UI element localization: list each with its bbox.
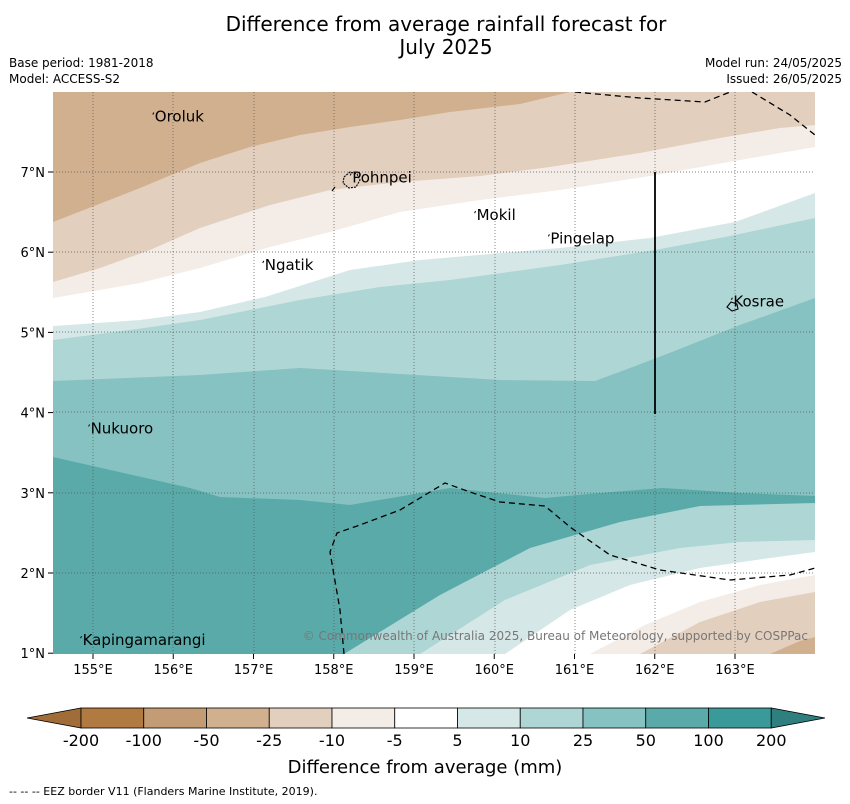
copyright-notice: © Commonwealth of Australia 2025, Bureau… [303, 629, 808, 643]
colorbar-segment [331, 707, 396, 729]
colorbar-segment [143, 707, 207, 729]
colorbar-tick-label: 5 [452, 731, 462, 750]
colorbar: -200 -100 -50 -25 -10 -5 5 10 25 50 100 200 [26, 707, 826, 750]
colorbar-segment [582, 707, 647, 729]
islands [331, 171, 739, 312]
colorbar-tick-label: 200 [756, 731, 787, 750]
model-text: Model: ACCESS-S2 [9, 72, 121, 86]
island-marker [730, 297, 733, 300]
lat-tick-label: 2°N [21, 567, 46, 582]
south-band-minus50-minus25 [770, 637, 815, 654]
colorbar-segment [268, 707, 333, 729]
island-marker [88, 424, 91, 427]
colorbar-segment [519, 707, 584, 729]
colorbar-segment [394, 707, 458, 729]
eez-footnote: -- -- -- EEZ border V11 (Flanders Marine… [9, 785, 318, 798]
map-title: Difference from average rainfall forecas… [0, 13, 850, 59]
colorbar-tick-label: -50 [193, 731, 219, 750]
island-marker [262, 260, 265, 264]
place-label: Oroluk [155, 107, 204, 125]
colorbar-tick-label: 100 [693, 731, 724, 750]
place-ngatik: Ngatik [262, 256, 314, 274]
title-line-1: Difference from average rainfall forecas… [225, 12, 667, 36]
longitude-axis: 155°E 156°E 157°E 158°E 159°E 160°E 161°E 162°E… [73, 654, 755, 678]
place-pohnpei: Pohnpei [349, 168, 412, 186]
lon-tick-label: 160°E [474, 663, 514, 678]
lat-tick-label: 6°N [21, 246, 46, 261]
colorbar-tick-label: -5 [387, 731, 403, 750]
place-labels: Oroluk Pohnpei Mokil Pingelap Ngatik Kosrae Nu… [80, 107, 784, 649]
colorbar-segment [80, 707, 145, 729]
title-line-2: July 2025 [399, 35, 493, 59]
colorbar-tick-label: -25 [256, 731, 282, 750]
rainfall-anomaly-field [53, 92, 815, 654]
place-label: Ngatik [265, 256, 314, 274]
colorbar-extend-low [26, 707, 82, 729]
colorbar-segment [206, 707, 270, 729]
island-marker [152, 112, 155, 115]
pohnpei-reef-mark [331, 186, 336, 192]
base-period-text: Base period: 1981-2018 [9, 56, 154, 70]
place-nukuoro: Nukuoro [88, 419, 154, 437]
model-info: Base period: 1981-2018 Model: ACCESS-S2 [9, 55, 154, 87]
colorbar-segment [708, 707, 772, 729]
lon-tick-label: 163°E [715, 663, 755, 678]
colorbar-tick-label: 25 [573, 731, 593, 750]
place-label: Kapingamarangi [83, 631, 206, 649]
lat-tick-label: 4°N [21, 407, 46, 422]
colorbar-tick-label: 50 [636, 731, 656, 750]
colorbar-tick-label: 10 [510, 731, 530, 750]
island-marker [80, 635, 83, 639]
lon-tick-label: 155°E [73, 663, 113, 678]
model-run-text: Model run: 24/05/2025 [704, 56, 842, 70]
place-pingelap: Pingelap [547, 229, 614, 247]
colorbar-tick-label: -10 [319, 731, 345, 750]
place-label: Pingelap [550, 229, 614, 247]
colorbar-segment [645, 707, 709, 729]
lon-tick-label: 162°E [635, 663, 675, 678]
graticule [53, 92, 815, 654]
colorbar-segment [457, 707, 521, 729]
place-label: Nukuoro [91, 419, 154, 437]
island-marker [349, 173, 352, 176]
place-mokil: Mokil [474, 206, 516, 224]
lon-tick-label: 161°E [555, 663, 595, 678]
colorbar-label: Difference from average (mm) [288, 757, 563, 778]
place-kapingamarangi: Kapingamarangi [80, 631, 206, 649]
place-label: Pohnpei [352, 168, 412, 186]
issued-text: Issued: 26/05/2025 [726, 72, 842, 86]
colorbar-extend-high [770, 707, 826, 729]
lon-tick-label: 156°E [153, 663, 193, 678]
lon-tick-label: 158°E [314, 663, 354, 678]
lat-tick-label: 7°N [21, 166, 46, 181]
place-label: Kosrae [733, 293, 784, 311]
run-info: Model run: 24/05/2025 Issued: 26/05/2025 [705, 55, 842, 87]
eez-border-south [329, 482, 815, 654]
place-oroluk: Oroluk [152, 107, 204, 125]
lat-tick-label: 1°N [21, 647, 46, 662]
lon-tick-label: 159°E [394, 663, 434, 678]
lon-tick-label: 157°E [234, 663, 274, 678]
eez-border-north [574, 92, 731, 103]
island-marker [547, 234, 550, 237]
colorbar-tick-label: -100 [126, 731, 162, 750]
kosrae-island-outline [726, 301, 739, 312]
band-minus50-minus25 [53, 92, 570, 222]
colorbar-tick-label: -200 [63, 731, 99, 750]
place-kosrae: Kosrae [730, 293, 784, 311]
lat-tick-label: 5°N [21, 326, 46, 341]
eez-border-northeast [751, 92, 815, 136]
south-band-minus25-minus10 [640, 592, 815, 654]
eez-borders [329, 92, 815, 654]
lat-tick-label: 3°N [21, 487, 46, 502]
island-marker [474, 210, 477, 214]
place-label: Mokil [477, 206, 516, 224]
pohnpei-island-outline [342, 171, 361, 189]
latitude-axis: 7°N 6°N 5°N 4°N 3°N 2°N 1°N [21, 166, 53, 662]
